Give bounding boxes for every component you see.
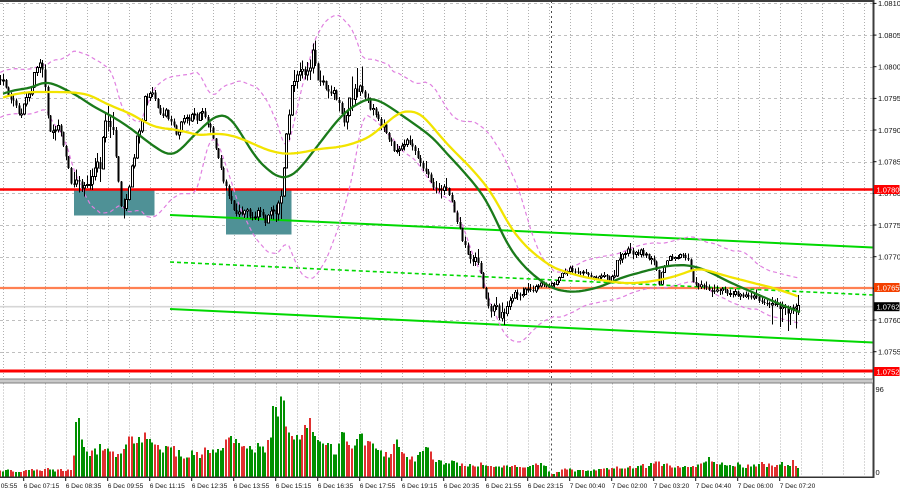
- svg-text:1.0790: 1.0790: [878, 126, 900, 135]
- svg-text:1.0795: 1.0795: [878, 94, 900, 103]
- svg-text:7 Dec 06:00: 7 Dec 06:00: [738, 483, 774, 490]
- svg-text:1.0800: 1.0800: [878, 63, 900, 72]
- svg-text:6 Dec 12:35: 6 Dec 12:35: [192, 483, 228, 490]
- svg-text:1.0755: 1.0755: [878, 348, 900, 357]
- svg-text:6 Dec 17:55: 6 Dec 17:55: [360, 483, 396, 490]
- svg-text:1.0785: 1.0785: [878, 158, 900, 167]
- svg-text:6 Dec 13:55: 6 Dec 13:55: [234, 483, 270, 490]
- svg-text:7 Dec 04:40: 7 Dec 04:40: [696, 483, 732, 490]
- svg-text:6 Dec 20:35: 6 Dec 20:35: [444, 483, 480, 490]
- svg-text:7 Dec 02:00: 7 Dec 02:00: [612, 483, 648, 490]
- svg-text:1.0810: 1.0810: [878, 0, 900, 8]
- svg-text:6 Dec 21:55: 6 Dec 21:55: [486, 483, 522, 490]
- svg-text:1.0765: 1.0765: [877, 284, 900, 293]
- svg-text:1.0775: 1.0775: [878, 221, 900, 230]
- svg-text:1.0770: 1.0770: [878, 253, 900, 262]
- svg-text:6 Dec 05:55: 6 Dec 05:55: [0, 483, 18, 490]
- svg-text:6 Dec 08:35: 6 Dec 08:35: [66, 483, 102, 490]
- svg-text:6 Dec 09:55: 6 Dec 09:55: [108, 483, 144, 490]
- svg-text:6 Dec 23:15: 6 Dec 23:15: [528, 483, 564, 490]
- svg-text:7 Dec 03:20: 7 Dec 03:20: [654, 483, 690, 490]
- svg-text:0: 0: [876, 468, 880, 477]
- svg-text:6 Dec 11:15: 6 Dec 11:15: [150, 483, 185, 490]
- svg-text:1.0805: 1.0805: [878, 31, 900, 40]
- svg-text:7 Dec 07:20: 7 Dec 07:20: [780, 483, 816, 490]
- svg-text:1.0762: 1.0762: [877, 303, 900, 312]
- svg-text:6 Dec 15:15: 6 Dec 15:15: [276, 483, 312, 490]
- svg-text:6 Dec 19:15: 6 Dec 19:15: [402, 483, 438, 490]
- svg-text:7 Dec 00:40: 7 Dec 00:40: [570, 483, 606, 490]
- svg-text:6 Dec 16:35: 6 Dec 16:35: [318, 483, 354, 490]
- svg-text:1.0752: 1.0752: [877, 368, 900, 377]
- svg-text:1.0760: 1.0760: [878, 316, 900, 325]
- svg-text:1.0780: 1.0780: [877, 186, 900, 195]
- svg-text:6 Dec 07:15: 6 Dec 07:15: [24, 483, 60, 490]
- svg-text:96: 96: [876, 385, 884, 394]
